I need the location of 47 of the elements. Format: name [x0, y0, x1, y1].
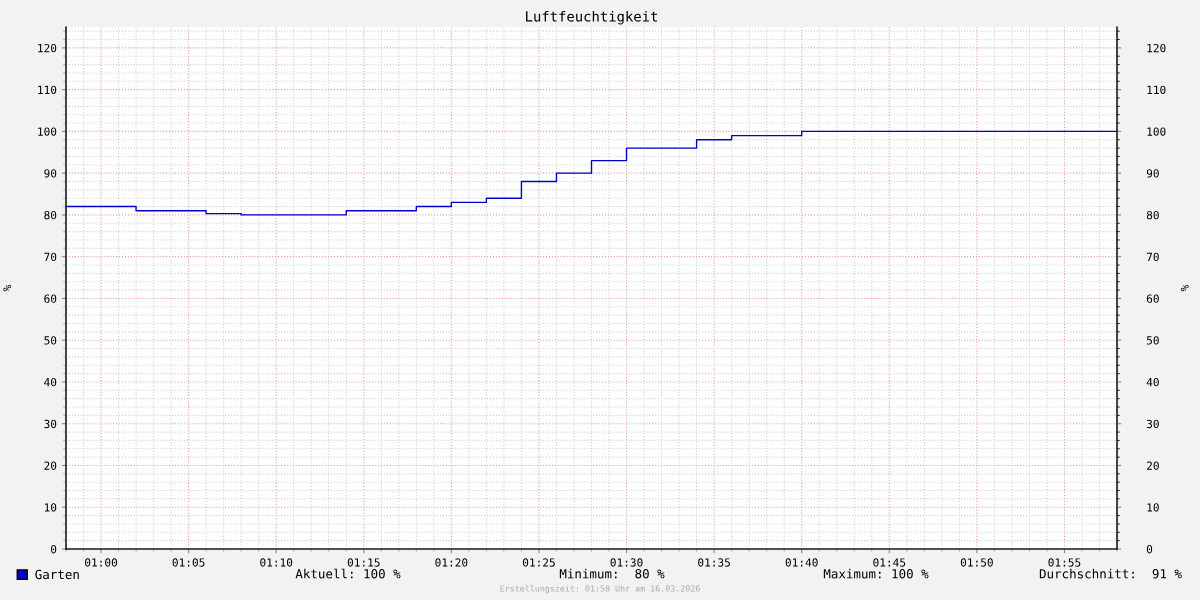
y-tick-label: 0: [51, 545, 57, 554]
x-tick-label: 01:30: [610, 558, 643, 567]
y-tick-label: 30: [44, 419, 57, 429]
y-tick-label: 90: [44, 169, 57, 178]
y-tick-label: 60: [44, 294, 57, 303]
y2-tick-label: 0: [1146, 545, 1153, 554]
y-tick-label: 70: [44, 252, 57, 262]
y2-tick-label: 70: [1146, 252, 1159, 262]
x-tick-label: 01:25: [522, 558, 555, 567]
y-tick-label: 40: [44, 377, 57, 387]
y2-tick-label: 80: [1146, 210, 1159, 220]
x-tick-label: 01:05: [172, 558, 205, 567]
y-tick-label: 120: [38, 43, 57, 53]
y-axis-title: %: [3, 284, 12, 292]
y2-tick-label: 40: [1146, 377, 1159, 387]
text: Durchschnitt: 91 %: [1039, 568, 1182, 579]
y2-tick-label: 60: [1146, 294, 1159, 303]
x-tick-label: 01:45: [873, 558, 906, 567]
y2-tick-label: 30: [1146, 419, 1159, 429]
y2-tick-label: 20: [1146, 461, 1159, 470]
text: Erstellungszeit: 01:58 Uhr am 16.03.2026: [500, 585, 700, 594]
chart-title: Luftfeuchtigkeit: [526, 10, 658, 25]
y2-tick-label: 50: [1146, 336, 1159, 345]
y2-tick-label: 120: [1147, 43, 1166, 53]
text: Minimum: 80 %: [559, 568, 665, 579]
x-tick-label: 01:10: [260, 558, 293, 567]
y2-axis-title: %: [1180, 284, 1189, 292]
y2-tick-label: 110: [1147, 85, 1166, 95]
x-tick-label: 01:00: [85, 558, 118, 567]
x-tick-label: 01:20: [435, 558, 468, 567]
x-tick-label: 01:15: [347, 558, 380, 567]
y-tick-label: 20: [44, 461, 57, 470]
y-tick-label: 100: [38, 127, 57, 136]
y2-tick-label: 100: [1147, 127, 1166, 136]
y-tick-label: 10: [44, 503, 57, 512]
y-tick-label: 50: [44, 336, 57, 345]
y2-tick-label: 10: [1147, 503, 1159, 512]
text: Aktuell: 100 %: [295, 568, 401, 579]
legend-label: Garten: [35, 569, 79, 580]
x-tick-label: 01:55: [1048, 558, 1081, 567]
y2-tick-label: 90: [1146, 169, 1159, 178]
x-tick-label: 01:40: [785, 558, 818, 567]
text: Maximum: 100 %: [823, 568, 929, 579]
x-tick-label: 01:50: [960, 558, 993, 567]
y-tick-label: 80: [44, 210, 57, 220]
y-tick-label: 110: [38, 85, 57, 95]
x-tick-label: 01:35: [698, 558, 730, 567]
